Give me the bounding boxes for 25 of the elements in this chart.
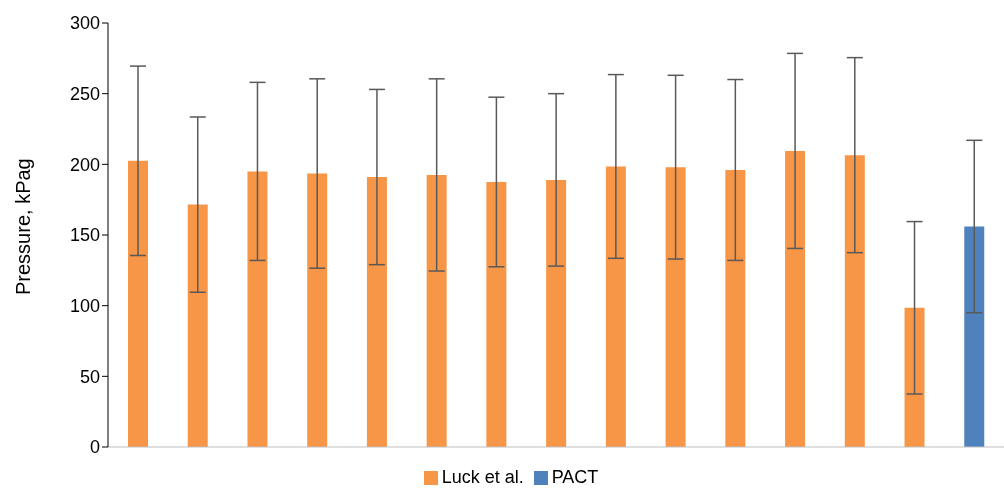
y-tick-label: 250	[69, 84, 100, 105]
bar	[546, 179, 567, 447]
bar	[605, 166, 626, 447]
bar	[785, 150, 806, 447]
bar	[128, 160, 148, 447]
bar	[486, 182, 507, 447]
bar	[964, 226, 985, 447]
y-axis-title: Pressure, kPag	[12, 158, 35, 295]
legend-label: Luck et al.	[441, 467, 524, 487]
bar	[665, 167, 686, 447]
y-tick-label: 100	[69, 296, 100, 317]
y-tick-label: 300	[69, 13, 100, 34]
bar	[426, 174, 447, 447]
bar	[844, 155, 865, 447]
bar	[187, 204, 208, 447]
bar	[307, 173, 328, 447]
bar	[725, 169, 746, 447]
y-tick-label: 50	[79, 366, 100, 387]
bar	[247, 171, 268, 447]
bar	[904, 307, 925, 447]
legend-label: PACT	[551, 467, 599, 487]
y-tick-label: 150	[69, 225, 100, 246]
y-tick-label: 200	[69, 154, 100, 175]
bar	[366, 177, 387, 447]
y-tick-label: 0	[89, 437, 100, 458]
